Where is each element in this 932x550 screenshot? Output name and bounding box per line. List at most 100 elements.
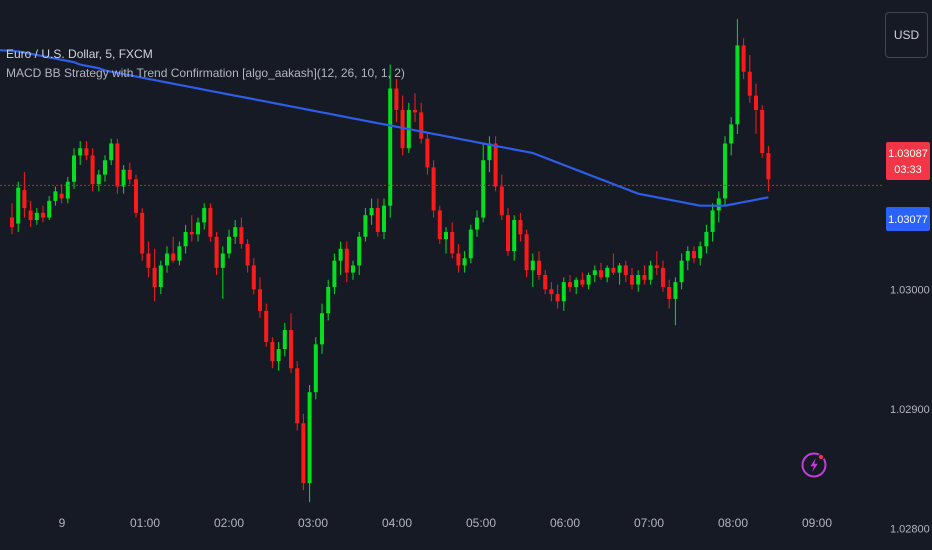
candle-body bbox=[96, 174, 101, 185]
candle-body bbox=[171, 253, 176, 261]
price-tick-label: 1.02900 bbox=[890, 404, 930, 416]
candle bbox=[84, 141, 89, 161]
candle-body bbox=[673, 282, 678, 299]
lightning-logo-icon[interactable] bbox=[801, 452, 827, 478]
candle-body bbox=[326, 286, 331, 314]
candle bbox=[96, 169, 101, 192]
price-tick-label: 1.03000 bbox=[890, 284, 930, 296]
candle bbox=[754, 83, 758, 134]
candle-body bbox=[623, 265, 628, 275]
candle-body bbox=[654, 265, 659, 268]
candle bbox=[549, 282, 554, 302]
candle-body bbox=[679, 260, 684, 283]
candle bbox=[388, 64, 393, 218]
candle bbox=[177, 241, 182, 266]
candle-body bbox=[543, 275, 548, 290]
candle bbox=[741, 38, 746, 79]
candle bbox=[555, 284, 560, 309]
candle bbox=[220, 246, 225, 299]
candle bbox=[413, 93, 417, 122]
candle bbox=[574, 277, 579, 295]
candle bbox=[152, 248, 157, 302]
time-tick-label: 04:00 bbox=[382, 516, 412, 530]
candle-body bbox=[760, 110, 765, 154]
candle bbox=[270, 337, 275, 369]
candle-body bbox=[456, 253, 461, 266]
candle bbox=[196, 217, 200, 242]
candle-body bbox=[208, 208, 213, 237]
candle-body bbox=[72, 155, 76, 182]
candle bbox=[592, 265, 597, 283]
candle bbox=[233, 220, 238, 244]
candle-body bbox=[419, 112, 424, 139]
candle bbox=[599, 263, 603, 280]
candle bbox=[227, 229, 231, 259]
candle bbox=[313, 337, 318, 400]
candle bbox=[239, 217, 244, 249]
candle bbox=[41, 205, 45, 223]
currency-button[interactable]: USD bbox=[885, 12, 928, 58]
candle bbox=[475, 210, 479, 237]
candle bbox=[258, 277, 262, 319]
candle bbox=[499, 174, 504, 220]
candle bbox=[245, 239, 250, 273]
candle-body bbox=[400, 110, 405, 149]
candle-body bbox=[165, 253, 169, 266]
candle-body bbox=[158, 265, 163, 287]
candle-body bbox=[630, 275, 634, 285]
candle-body bbox=[568, 282, 572, 287]
candle bbox=[351, 260, 355, 280]
candle bbox=[34, 208, 39, 225]
candle-body bbox=[537, 260, 541, 275]
candle bbox=[140, 208, 145, 261]
candle bbox=[456, 243, 461, 273]
candle-body bbox=[499, 186, 504, 216]
candle-body bbox=[239, 227, 244, 244]
candle bbox=[103, 155, 107, 182]
candle-body bbox=[134, 179, 138, 213]
candle bbox=[127, 162, 132, 185]
candle-body bbox=[258, 289, 262, 311]
candle bbox=[766, 145, 771, 192]
candle-body bbox=[710, 210, 715, 232]
price-tick-label: 1.02800 bbox=[890, 523, 930, 535]
candle bbox=[382, 198, 386, 240]
candle-body bbox=[84, 148, 89, 156]
candle bbox=[78, 141, 83, 165]
candle-body bbox=[661, 267, 665, 287]
candle bbox=[735, 19, 740, 134]
candle-body bbox=[444, 231, 448, 240]
candle bbox=[716, 191, 721, 223]
candle-body bbox=[282, 330, 287, 350]
candle-body bbox=[140, 212, 145, 254]
candle-body bbox=[34, 212, 39, 220]
time-axis: 9 01:00 02:00 03:00 04:00 05:00 06:00 07:00 08:0… bbox=[59, 516, 833, 530]
candle bbox=[146, 241, 151, 278]
candle-body bbox=[561, 282, 566, 302]
candle-body bbox=[214, 236, 219, 268]
candle bbox=[16, 181, 21, 232]
time-tick-label: 07:00 bbox=[634, 516, 664, 530]
candle-body bbox=[766, 153, 771, 180]
candle bbox=[698, 241, 703, 266]
candle-body bbox=[78, 148, 83, 156]
candle-body bbox=[747, 71, 752, 96]
candle bbox=[487, 136, 492, 173]
candle-body bbox=[202, 208, 207, 223]
moving-average-line bbox=[0, 49, 769, 207]
candle bbox=[524, 229, 529, 278]
candle-body bbox=[351, 265, 355, 273]
candle-body bbox=[177, 246, 182, 261]
candle bbox=[611, 253, 616, 275]
candle-body bbox=[592, 270, 597, 275]
candle bbox=[121, 165, 126, 194]
candle-body bbox=[28, 210, 33, 220]
candle bbox=[760, 105, 765, 158]
countdown-label: 03:33 bbox=[894, 164, 922, 176]
indicator-title: MACD BB Strategy with Trend Confirmation… bbox=[6, 66, 405, 80]
candle bbox=[568, 275, 572, 292]
candle-body bbox=[716, 198, 721, 211]
time-tick-label: 02:00 bbox=[214, 516, 244, 530]
